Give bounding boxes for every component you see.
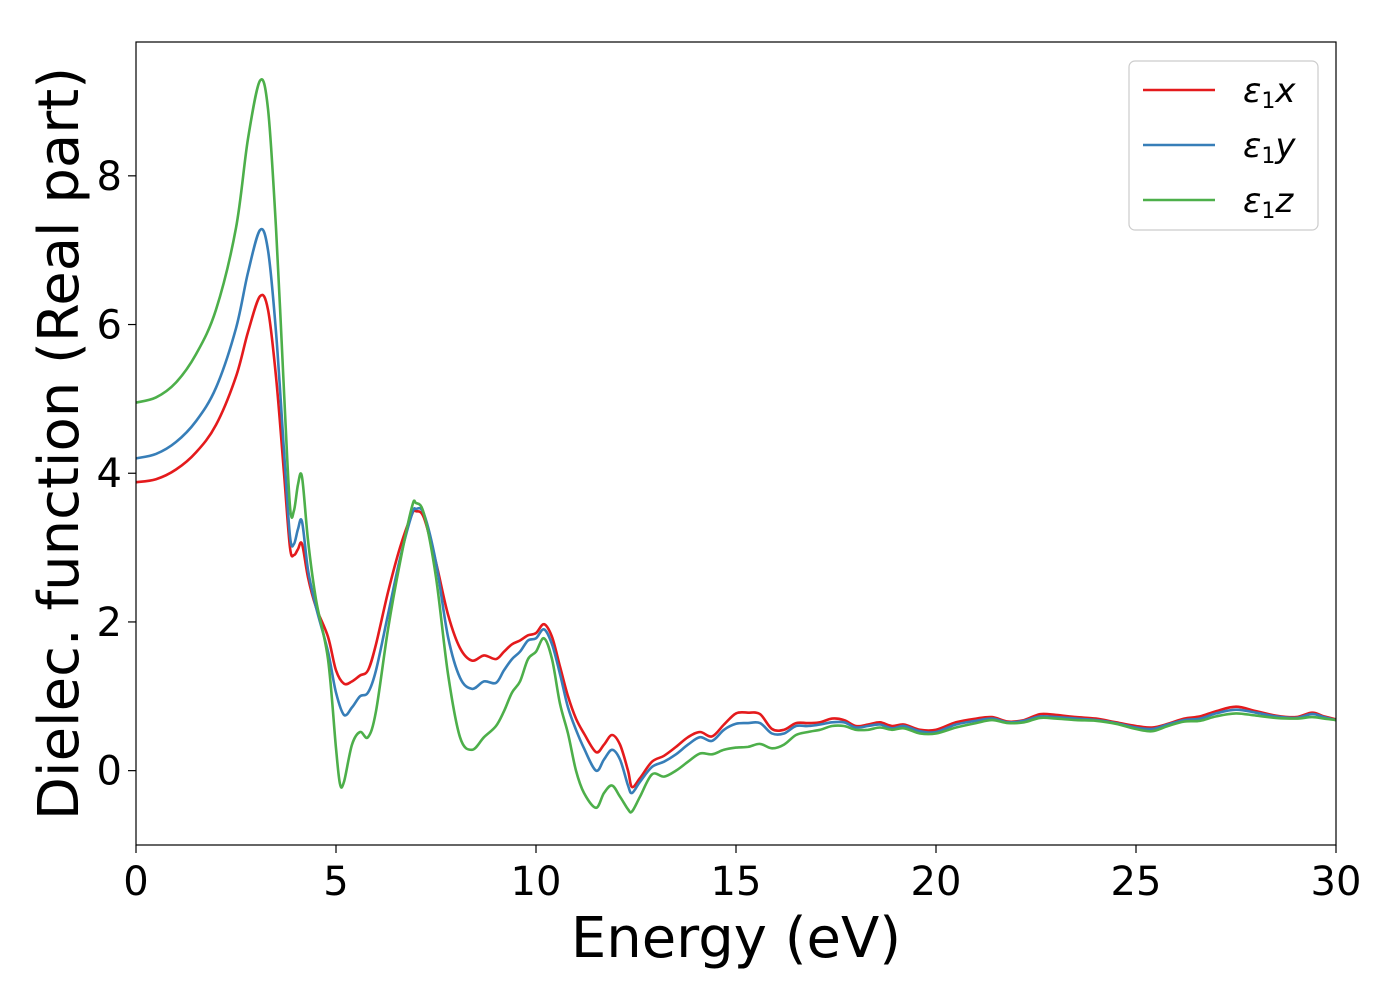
x-tick-label-15: 15 bbox=[711, 859, 762, 905]
y-tick-label-6: 6 bbox=[97, 303, 122, 349]
plot-series-group bbox=[135, 78, 1337, 814]
legend-box bbox=[1128, 60, 1319, 231]
y-tick-label-4: 4 bbox=[97, 451, 122, 497]
x-axis-ticks: 0 5 10 15 20 25 30 bbox=[123, 845, 1361, 905]
legend-label-z: ε1z bbox=[1243, 181, 1294, 224]
y-tick-label-0: 0 bbox=[97, 749, 122, 795]
x-tick-label-5: 5 bbox=[323, 859, 348, 905]
y-tick-label-8: 8 bbox=[97, 154, 122, 200]
y-axis-ticks: 0 2 4 6 8 bbox=[97, 154, 136, 795]
y-tick-label-2: 2 bbox=[97, 600, 122, 646]
series-line-z bbox=[135, 78, 1337, 814]
x-tick-label-25: 25 bbox=[1111, 859, 1162, 905]
legend-label-x: ε1x bbox=[1243, 71, 1296, 114]
y-axis-label: Dielec. function (Real part) bbox=[27, 67, 92, 820]
x-tick-label-10: 10 bbox=[511, 859, 562, 905]
x-tick-label-30: 30 bbox=[1311, 859, 1362, 905]
x-axis-label: Energy (eV) bbox=[571, 906, 901, 971]
legend: ε1x ε1y ε1z bbox=[1128, 60, 1319, 231]
x-tick-label-20: 20 bbox=[911, 859, 962, 905]
series-line-y bbox=[135, 227, 1337, 795]
legend-label-y: ε1y bbox=[1243, 126, 1296, 169]
x-tick-label-0: 0 bbox=[123, 859, 148, 905]
